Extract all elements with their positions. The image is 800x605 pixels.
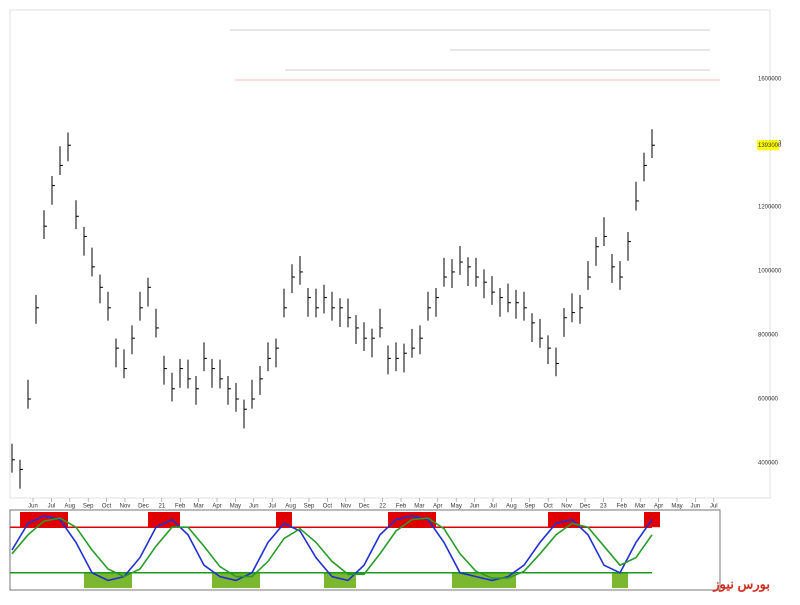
overbought-zone [276, 512, 292, 528]
oversold-zone [212, 572, 228, 588]
last-price-label: 1393000 [758, 143, 782, 149]
overbought-zone [36, 512, 52, 528]
x-tick-label: Oct [323, 504, 333, 510]
x-tick-label: Aug [64, 504, 75, 510]
x-tick-label: Dec [580, 504, 591, 510]
x-tick-label: Feb [396, 504, 407, 510]
last-price-box [757, 140, 779, 151]
x-tick-label: Aug [506, 504, 517, 510]
x-tick-label: Apr [433, 504, 442, 510]
reference-lines [230, 29, 720, 81]
x-tick-label: Nov [120, 504, 131, 510]
x-tick-label: May [451, 504, 462, 510]
x-tick-label: Sep [83, 504, 94, 510]
x-tick-label: Aug [285, 504, 296, 510]
y-tick-label: 400000 [758, 461, 779, 467]
x-tick-label: Jul [489, 504, 497, 510]
x-tick-label: Dec [359, 504, 370, 510]
x-tick-label: Sep [524, 504, 535, 510]
stoch-line [11, 514, 653, 582]
y-tick-label: 1600000 [758, 77, 782, 83]
oversold-zone [612, 572, 628, 588]
x-tick-label: Feb [175, 504, 186, 510]
x-tick-label: Nov [340, 504, 351, 510]
y-tick-label: 1000000 [758, 269, 782, 275]
x-tick-label: Jun [249, 504, 259, 510]
x-tick-label: Jul [710, 504, 718, 510]
x-tick-label: Oct [544, 504, 554, 510]
oversold-zone [84, 572, 100, 588]
x-tick-label: Nov [561, 504, 572, 510]
x-tick-label: Jun [28, 504, 38, 510]
x-tick-label: Jul [268, 504, 276, 510]
y-tick-label: 800000 [758, 333, 779, 339]
x-tick-label: Apr [212, 504, 221, 510]
x-tick-label: May [671, 504, 682, 510]
x-tick-label: Oct [102, 504, 112, 510]
x-tick-label: Feb [617, 504, 628, 510]
oversold-zone [116, 572, 132, 588]
oversold-zone [468, 572, 484, 588]
x-tick-label: Dec [138, 504, 149, 510]
x-tick-label: Jun [691, 504, 701, 510]
x-tick-label: Mar [193, 504, 203, 510]
overbought-zone [148, 512, 164, 528]
stoch-line [11, 517, 653, 579]
x-tick-label: Sep [304, 504, 315, 510]
overbought-zone [20, 512, 36, 528]
oversold-zone [324, 572, 340, 588]
x-tick-label: 22 [379, 504, 386, 510]
price-frame [9, 9, 771, 499]
oversold-zone [452, 572, 468, 588]
x-tick-label: 23 [600, 504, 607, 510]
x-tick-label: Jul [48, 504, 56, 510]
stoch-frame [9, 509, 721, 591]
x-tick-label: Mar [414, 504, 424, 510]
overbought-zone [548, 512, 564, 528]
watermark: بورس نیوز [712, 576, 770, 592]
x-tick-label: 21 [158, 504, 165, 510]
x-tick-label: Apr [654, 504, 663, 510]
y-tick-label: 1200000 [758, 205, 782, 211]
x-tick-label: May [230, 504, 241, 510]
x-tick-label: Mar [635, 504, 645, 510]
y-tick-label: 600000 [758, 397, 779, 403]
x-tick-label: Jun [470, 504, 480, 510]
